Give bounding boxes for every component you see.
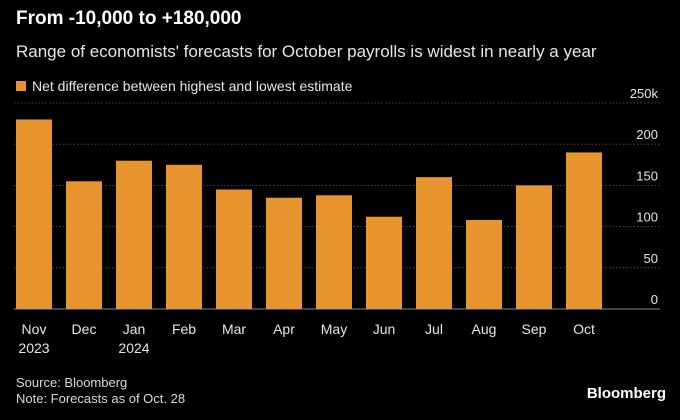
x-tick-label: Jan (123, 321, 146, 337)
x-tick-label: Nov (22, 321, 47, 337)
x-tick-label: Feb (172, 321, 196, 337)
chart-subtitle: Range of economists' forecasts for Octob… (16, 42, 597, 61)
legend-swatch (16, 81, 26, 91)
y-tick-label: 150 (636, 168, 658, 183)
y-axis-ticks: 0 50 100 150 200 250k (630, 86, 659, 307)
bar (116, 160, 152, 309)
bar (566, 152, 602, 309)
brand-logo: Bloomberg (586, 385, 666, 402)
legend: Net difference between highest and lowes… (16, 78, 352, 94)
y-tick-label: 50 (644, 251, 658, 266)
x-tick-label: Oct (573, 321, 595, 337)
x-tick-label: Jul (425, 321, 443, 337)
x-tick-label: Mar (222, 321, 246, 337)
x-axis-ticks: Nov 2023 Dec Jan 2024 Feb Mar Apr May Jun Jul Aug Se… (18, 321, 595, 356)
x-tick-label: Jun (373, 321, 396, 337)
y-tick-label: 250k (630, 86, 659, 101)
source-text: Source: Bloomberg (16, 375, 128, 390)
bar (66, 181, 102, 309)
bar (416, 177, 452, 309)
x-tick-label: Sep (522, 321, 547, 337)
bar (266, 197, 302, 309)
source-note: Source: Bloomberg Note: Forecasts as of … (16, 375, 185, 407)
y-tick-label: 0 (651, 292, 658, 307)
y-tick-label: 100 (636, 210, 658, 225)
bar (216, 189, 252, 309)
x-tick-sublabel: 2024 (118, 340, 149, 356)
bar (366, 216, 402, 309)
chart-title: From -10,000 to +180,000 (16, 8, 242, 29)
x-tick-label: Dec (72, 321, 97, 337)
x-tick-label: May (321, 321, 347, 337)
legend-label: Net difference between highest and lowes… (32, 78, 353, 94)
bars (16, 119, 602, 309)
bar (316, 195, 352, 309)
bar (16, 119, 52, 309)
x-tick-label: Apr (273, 321, 295, 337)
bar (516, 185, 552, 309)
bar (466, 220, 502, 309)
note-text: Note: Forecasts as of Oct. 28 (16, 391, 186, 406)
x-tick-label: Aug (472, 321, 497, 337)
y-tick-label: 200 (636, 127, 658, 142)
bar (166, 164, 202, 309)
x-tick-sublabel: 2023 (18, 340, 49, 356)
